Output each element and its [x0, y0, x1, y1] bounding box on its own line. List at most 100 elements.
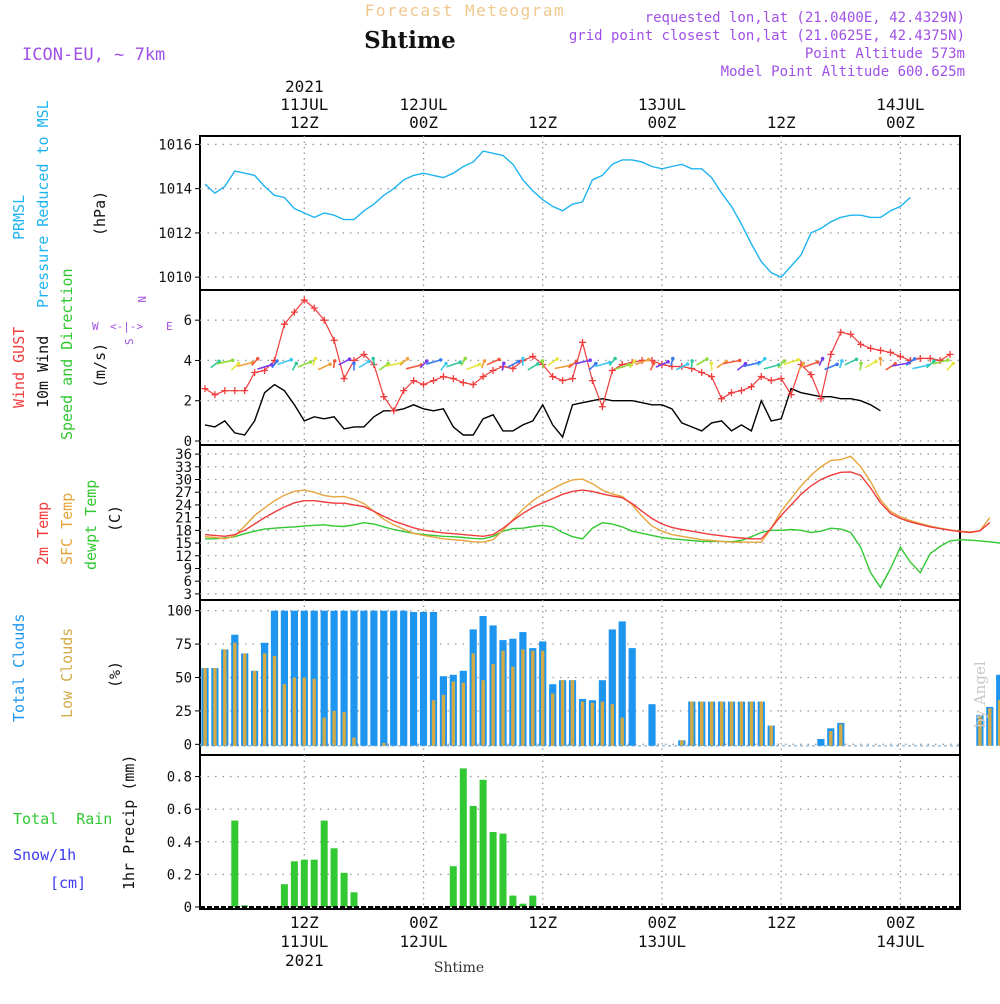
compass-arrows-h: <-|-> — [110, 320, 143, 333]
temperature-frame — [200, 445, 960, 600]
clouds-ytick-label: 50 — [175, 671, 192, 687]
sfc-temp-label: SFC Temp — [58, 493, 76, 565]
gust-marker — [559, 377, 566, 384]
low-cloud-bar — [690, 702, 693, 746]
wind-arrow-head — [588, 358, 592, 362]
wind-arrows — [211, 357, 955, 371]
low-cloud-bar — [501, 651, 504, 746]
wind-arrow-head — [314, 357, 318, 361]
wind-arrow — [318, 364, 330, 369]
total-cloud-bar — [648, 704, 655, 746]
pressure-ytick-label: 1016 — [158, 137, 192, 153]
gust-marker — [887, 349, 894, 356]
wind-arrow-head — [816, 360, 820, 364]
wind-arrow-head — [231, 359, 235, 363]
cloud-labels: Total Clouds Low Clouds (%) — [10, 614, 124, 722]
top-year-label: 2021 — [285, 77, 324, 96]
wind-arrow-head — [821, 357, 825, 361]
low-clouds-label: Low Clouds — [58, 628, 76, 718]
point-altitude: Point Altitude 573m — [805, 46, 965, 62]
prmsl-line — [205, 151, 910, 277]
low-cloud-bar — [442, 695, 445, 746]
low-cloud-bar — [452, 682, 455, 746]
wind-arrow-head — [782, 359, 786, 363]
wind-arrow-head — [352, 362, 356, 366]
total-cloud-bar — [350, 611, 357, 746]
low-cloud-bar — [521, 649, 524, 745]
top-hour-label: 12Z — [528, 113, 557, 132]
wind-arrow-head — [521, 357, 525, 361]
gust-marker — [211, 391, 218, 398]
model-label: ICON-EU, ~ 7km — [22, 45, 165, 65]
wind-arrow-head — [237, 362, 241, 366]
total-cloud-bar — [817, 739, 824, 746]
t2m-label: 2m Temp — [34, 502, 52, 565]
low-cloud-bar — [551, 694, 554, 746]
top-date-label: 14JUL — [876, 95, 924, 114]
forecast-title: Forecast Meteogram — [365, 1, 565, 20]
pressure-ytick-label: 1014 — [158, 182, 192, 198]
total-cloud-bar — [400, 611, 407, 746]
wind-arrow-head — [763, 357, 767, 361]
gust-marker — [897, 353, 904, 360]
wind-arrow-head — [497, 358, 501, 362]
wind-arrow-head — [666, 360, 670, 364]
wind-arrow-head — [309, 360, 313, 364]
total-clouds-label: Total Clouds — [10, 614, 28, 722]
low-cloud-bar — [621, 718, 624, 746]
gust-marker — [728, 389, 735, 396]
gust-marker — [827, 351, 834, 358]
top-hour-label: 00Z — [886, 113, 915, 132]
rain-bar — [311, 860, 318, 907]
wind-arrow-head — [946, 358, 950, 362]
gust-marker — [599, 403, 606, 410]
clouds-ytick-label: 0 — [184, 737, 192, 753]
wind-arrow-head — [835, 363, 839, 367]
gust-marker — [440, 373, 447, 380]
gust-marker — [947, 351, 954, 358]
low-cloud-bar — [491, 664, 494, 746]
rain-bar — [480, 780, 487, 907]
rain-bar — [460, 768, 467, 907]
total-cloud-bar — [390, 611, 397, 746]
wind-arrow — [446, 362, 460, 367]
temperature-ytick-label: 36 — [175, 447, 192, 463]
top-date-label: 13JUL — [638, 95, 686, 114]
wind-arrow-head — [690, 359, 694, 363]
credit-label: by Angel — [971, 661, 989, 728]
gridpoint-lonlat: grid point closest lon,lat (21.0625E, 42… — [569, 28, 965, 44]
model-altitude: Model Point Altitude 600.625m — [721, 64, 965, 80]
top-date-label: 11JUL — [280, 95, 328, 114]
low-cloud-bar — [332, 711, 335, 746]
total-cloud-bar — [380, 611, 387, 746]
precip-ytick-label: 0.8 — [167, 770, 192, 786]
gust-marker — [877, 347, 884, 354]
total-cloud-bar — [360, 611, 367, 746]
bottom-hour-label: 12Z — [290, 913, 319, 932]
low-cloud-bar — [581, 702, 584, 746]
low-cloud-bar — [303, 678, 306, 746]
low-cloud-bar — [700, 702, 703, 746]
wind-arrow-head — [406, 357, 410, 361]
low-cloud-bar — [352, 738, 355, 746]
top-date-label: 12JUL — [399, 95, 447, 114]
low-cloud-bar — [203, 668, 206, 746]
temp-labels: 2m Temp SFC Temp dewpt Temp (C) — [34, 480, 124, 570]
low-cloud-bar — [432, 700, 435, 746]
wind-arrow-head — [686, 362, 690, 366]
wind-frame — [200, 290, 960, 445]
wind-arrow — [804, 362, 817, 367]
gust-marker — [460, 379, 467, 386]
wind-arrow-head — [541, 359, 545, 363]
rain-bar — [470, 806, 477, 907]
low-cloud-bar — [342, 712, 345, 746]
wind-arrow-head — [710, 362, 714, 366]
wind-ytick-label: 2 — [184, 394, 192, 410]
requested-lonlat: requested lon,lat (21.0400E, 42.4329N) — [645, 10, 965, 26]
precip-ytick-label: 0.2 — [167, 867, 192, 883]
bottom-date-label: 12JUL — [399, 932, 447, 951]
bottom-date-label: 11JUL — [280, 932, 328, 951]
